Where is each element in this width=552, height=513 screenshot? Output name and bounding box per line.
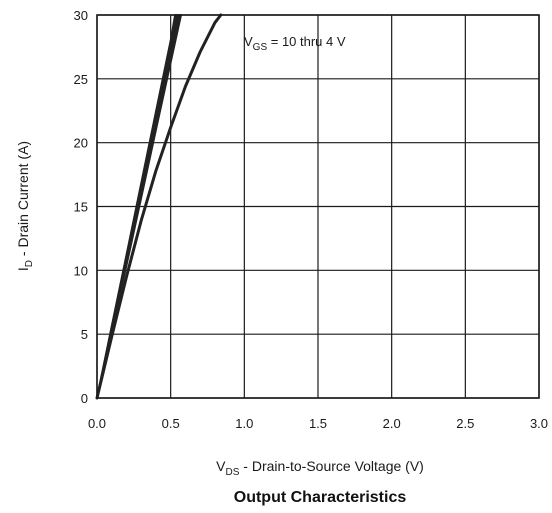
x-tick-label: 2.0 <box>383 416 401 431</box>
vgs-annotation: VGS = 10 thru 4 V <box>244 34 346 53</box>
x-tick-label: 2.5 <box>456 416 474 431</box>
x-tick-label: 0.5 <box>162 416 180 431</box>
tick-labels: 0.0 0.5 1.0 1.5 2.0 2.5 3.0 0 5 10 15 20 25 30 <box>74 8 549 431</box>
y-tick-label: 30 <box>74 8 88 23</box>
x-axis-label: VDS - Drain-to-Source Voltage (V) <box>216 458 424 478</box>
series-line-6 <box>95 13 223 400</box>
y-tick-label: 15 <box>74 200 88 215</box>
x-tick-label: 1.5 <box>309 416 327 431</box>
x-tick-label: 3.0 <box>530 416 548 431</box>
y-axis-label: ID - Drain Current (A) <box>15 141 35 271</box>
chart-title: Output Characteristics <box>234 489 407 506</box>
y-tick-label: 10 <box>74 263 88 278</box>
y-tick-label: 0 <box>81 391 88 406</box>
y-tick-label: 25 <box>74 72 88 87</box>
x-tick-label: 1.0 <box>235 416 253 431</box>
y-tick-label: 20 <box>74 136 88 151</box>
y-tick-label: 5 <box>81 327 88 342</box>
curves <box>95 13 223 400</box>
x-tick-label: 0.0 <box>88 416 106 431</box>
plot-frame <box>96 14 540 399</box>
